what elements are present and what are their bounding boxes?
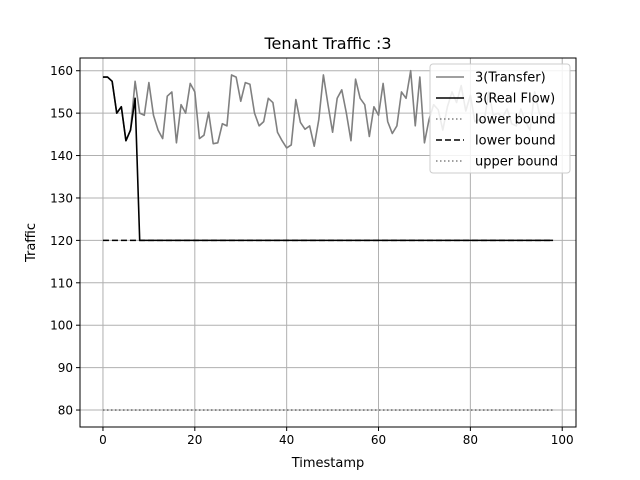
y-axis-label: Traffic — [24, 223, 39, 263]
y-tick-label: 80 — [58, 404, 73, 418]
legend-label: 3(Real Flow) — [475, 92, 555, 107]
legend-label: 3(Transfer) — [475, 71, 546, 86]
y-tick-label: 100 — [50, 319, 73, 333]
plot-frame — [79, 57, 577, 428]
x-tick-label: 20 — [187, 433, 202, 447]
y-tick-label: 150 — [50, 107, 73, 121]
legend-label: lower bound — [475, 113, 556, 128]
x-tick-label: 0 — [99, 433, 107, 447]
series-line-2 — [102, 76, 554, 242]
legend-label: upper bound — [475, 155, 558, 170]
y-ticks: 80 90 100 110 120 130 140 150 160 — [50, 64, 80, 418]
legend: 3(Transfer) 3(Real Flow) lower bound lower … — [429, 63, 571, 174]
legend-box — [429, 63, 571, 174]
x-tick-label: 100 — [551, 433, 574, 447]
y-tick-label: 130 — [50, 191, 73, 205]
y-tick-label: 90 — [58, 361, 73, 375]
chart-title: Tenant Traffic :3 — [263, 34, 391, 53]
x-axis-label: Timestamp — [291, 456, 365, 471]
legend-label: lower bound — [475, 134, 556, 149]
y-tick-label: 120 — [50, 234, 73, 248]
y-tick-label: 160 — [50, 64, 73, 78]
x-tick-label: 60 — [371, 433, 386, 447]
y-tick-label: 140 — [50, 149, 73, 163]
x-tick-label: 80 — [463, 433, 478, 447]
x-tick-label: 40 — [279, 433, 294, 447]
x-ticks: 0 20 40 60 80 100 — [99, 427, 574, 447]
y-tick-label: 110 — [50, 276, 73, 290]
